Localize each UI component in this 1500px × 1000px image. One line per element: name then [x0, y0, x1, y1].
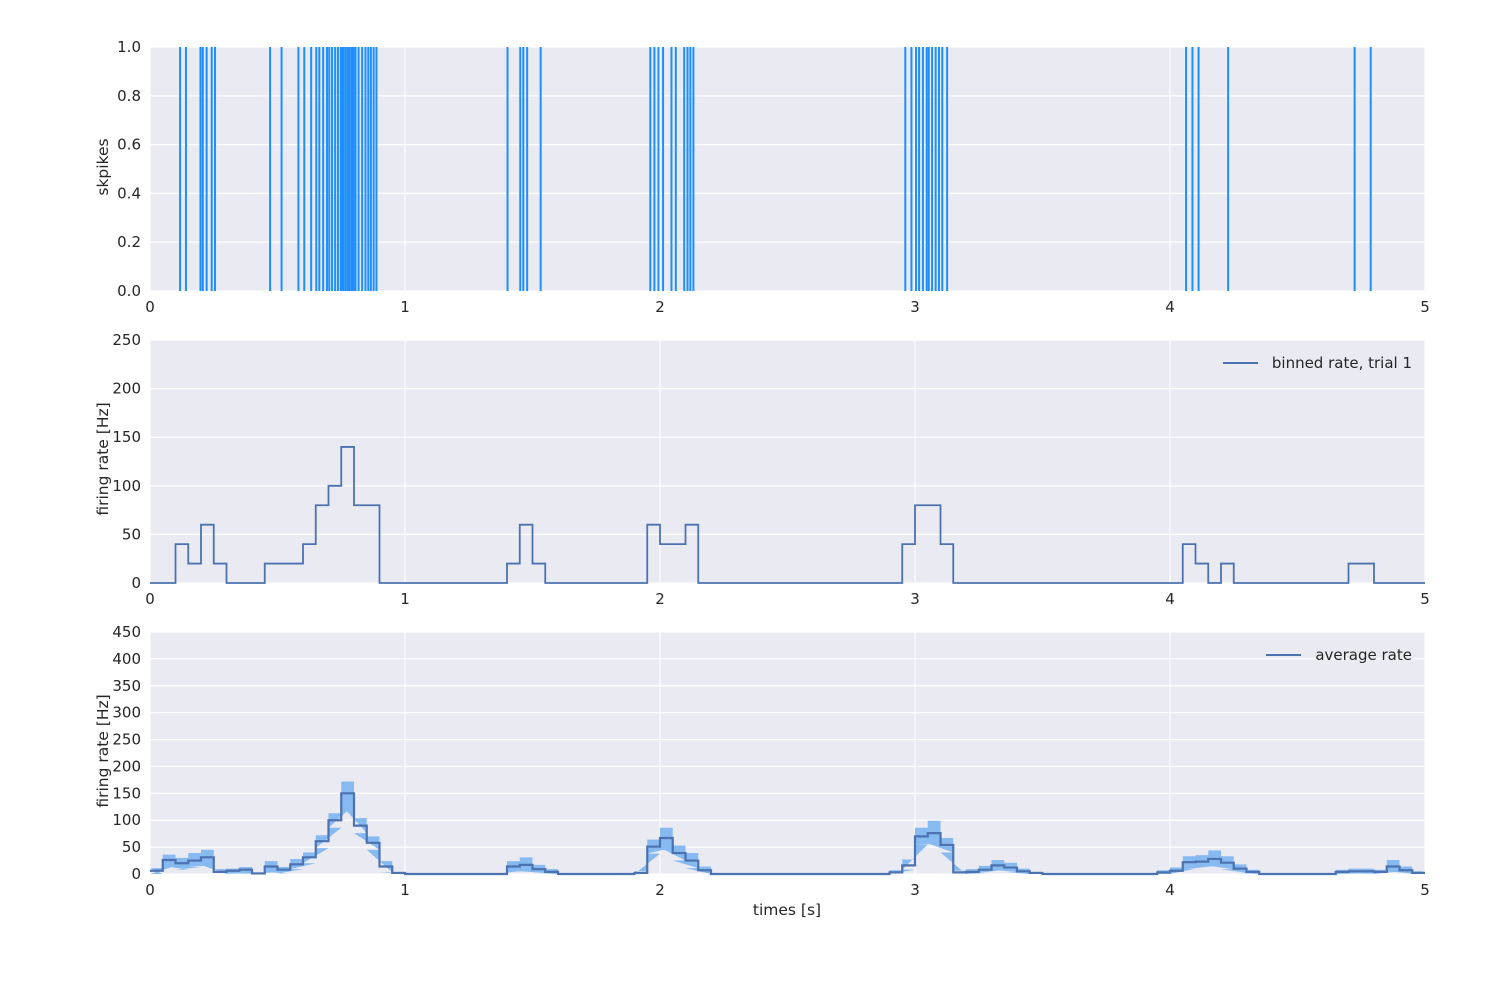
legend-line-sample [1222, 362, 1258, 364]
y-tick-label: 0.6 [117, 136, 141, 154]
y-tick-label: 0 [131, 865, 141, 883]
average-rate-line [150, 792, 1425, 876]
y-tick-label: 0.0 [117, 282, 141, 300]
x-tick-label: 1 [400, 590, 410, 608]
y-tick-label: 0.2 [117, 233, 141, 251]
x-tick-label: 5 [1420, 590, 1430, 608]
error-band [150, 781, 1425, 874]
x-tick-label: 0 [145, 881, 155, 899]
plot-background [150, 632, 1425, 874]
y-tick-label: 150 [112, 428, 141, 446]
x-tick-label: 5 [1420, 298, 1430, 316]
legend-binned-rate: binned rate, trial 1 [1222, 352, 1412, 374]
x-tick-label: 1 [400, 881, 410, 899]
y-tick-label: 0.4 [117, 184, 141, 202]
x-tick-label: 1 [400, 298, 410, 316]
y-tick-label: 0.8 [117, 87, 141, 105]
x-tick-label: 3 [910, 590, 920, 608]
x-tick-label: 4 [1165, 590, 1175, 608]
y-tick-label: 200 [112, 757, 141, 775]
y-tick-label: 50 [122, 838, 141, 856]
legend-label: binned rate, trial 1 [1271, 354, 1412, 372]
y-tick-label: 100 [112, 811, 141, 829]
plot-background [150, 340, 1425, 583]
x-tick-label: 4 [1165, 298, 1175, 316]
binned-rate-plot: 0 50 100 150 200 250 0 1 2 3 4 5 [112, 331, 1429, 608]
y-tick-label: 150 [112, 784, 141, 802]
x-tick-label: 2 [655, 881, 665, 899]
average-rate-plot: 0 50 100 150 200 250 300 350 400 450 0 1 2 3 4 5 [112, 623, 1429, 899]
y-tick-label: 100 [112, 477, 141, 495]
y-tick-label: 50 [122, 525, 141, 543]
y-tick-label: 300 [112, 704, 141, 722]
legend-line-sample [1266, 654, 1302, 656]
y-tick-label: 350 [112, 677, 141, 695]
x-tick-label: 3 [910, 881, 920, 899]
y-tick-label: 0 [131, 574, 141, 592]
x-tick-label: 4 [1165, 881, 1175, 899]
legend-label: average rate [1315, 646, 1412, 664]
legend-average-rate: average rate [1266, 644, 1412, 666]
y-tick-label: 250 [112, 331, 141, 349]
spike-train [179, 47, 1372, 291]
y-tick-label: 400 [112, 650, 141, 668]
y-tick-label: 200 [112, 380, 141, 398]
y-tick-label: 450 [112, 623, 141, 641]
x-tick-label: 3 [910, 298, 920, 316]
y-tick-label: 1.0 [117, 38, 141, 56]
x-tick-label: 0 [145, 590, 155, 608]
x-tick-label: 0 [145, 298, 155, 316]
spike-raster-plot: 0.0 0.2 0.4 0.6 0.8 1.0 0 1 2 3 4 5 [117, 38, 1430, 316]
x-axis-label: times [s] [752, 901, 822, 919]
x-tick-label: 5 [1420, 881, 1430, 899]
y-tick-label: 250 [112, 731, 141, 749]
x-tick-label: 2 [655, 590, 665, 608]
binned-rate-line [150, 446, 1425, 584]
x-tick-label: 2 [655, 298, 665, 316]
